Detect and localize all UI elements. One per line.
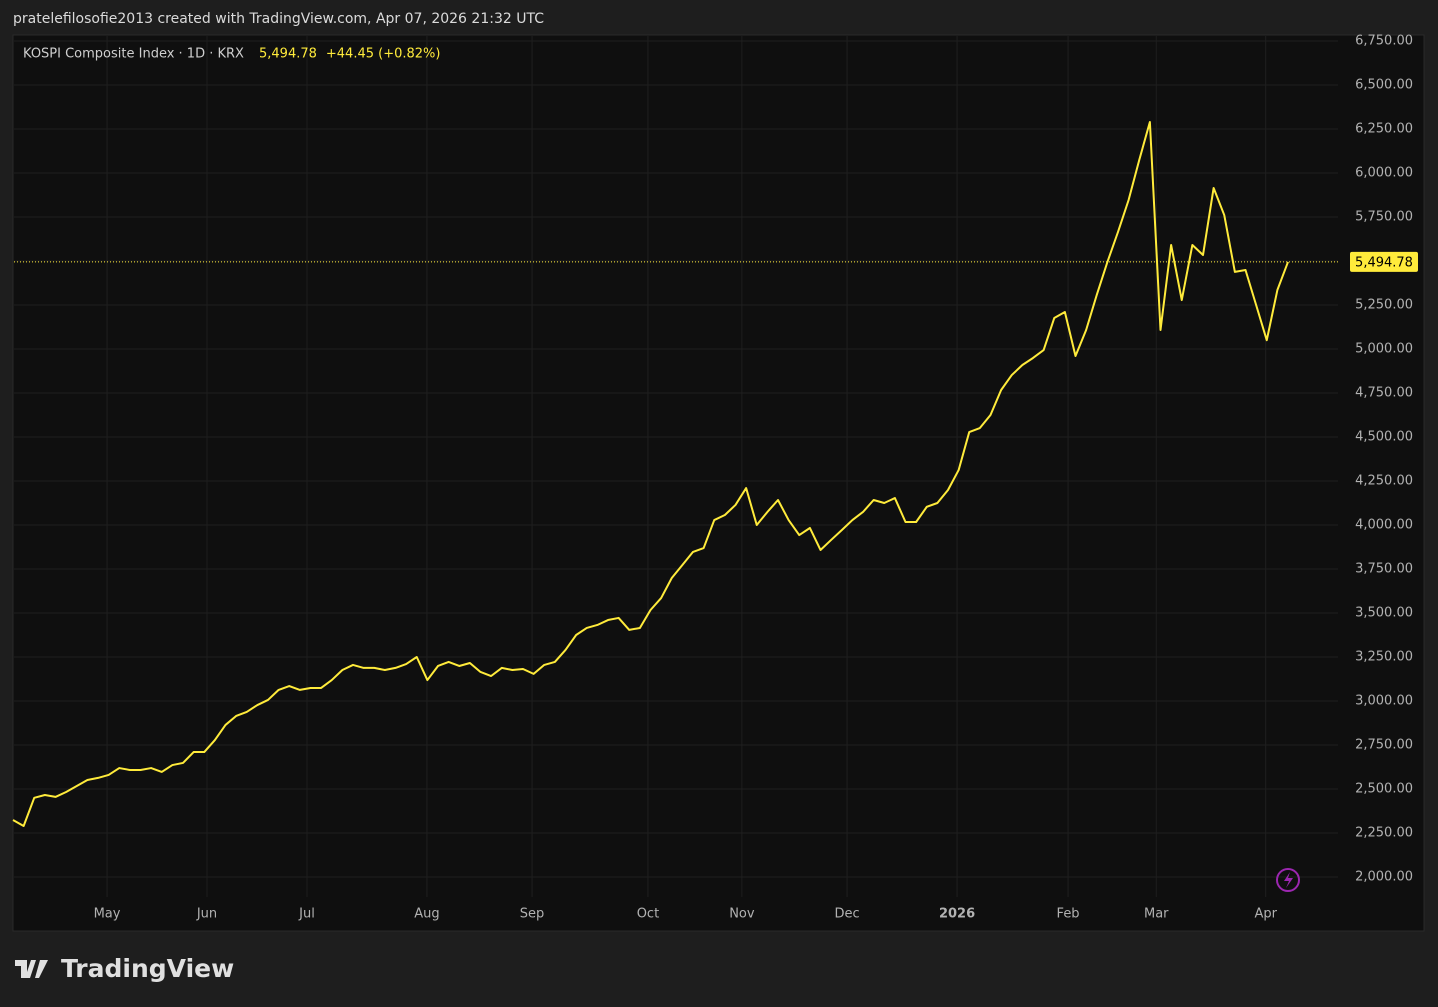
x-tick-label: Aug — [414, 907, 439, 922]
y-tick-label: 4,750.00 — [1355, 386, 1413, 401]
logo-mark — [15, 960, 48, 978]
y-tick-label: 5,250.00 — [1355, 298, 1413, 313]
y-tick-label: 2,750.00 — [1355, 738, 1413, 753]
y-tick-label: 5,750.00 — [1355, 210, 1413, 225]
y-tick-label: 6,750.00 — [1355, 34, 1413, 49]
x-tick-label: Dec — [834, 907, 859, 922]
x-tick-label: Oct — [637, 907, 659, 922]
y-tick-label: 4,250.00 — [1355, 474, 1413, 489]
chart-panel — [12, 34, 1425, 932]
header: pratelefilosofie2013 created with Tradin… — [13, 11, 544, 27]
x-tick-label: Mar — [1144, 907, 1169, 922]
grid: 2,000.00 2,250.00 2,500.00 2,750.00 3,000.00… — [14, 34, 1413, 922]
x-tick-label: Jun — [196, 907, 217, 922]
y-tick-label: 3,750.00 — [1355, 562, 1413, 577]
legend-price: 5,494.78 — [259, 47, 317, 62]
y-tick-label: 6,000.00 — [1355, 166, 1413, 181]
x-tick-label: Nov — [729, 907, 755, 922]
symbol: KOSPI Composite Index · 1D · KRX — [23, 47, 244, 62]
price-line — [12, 120, 1289, 827]
y-tick-label: 4,000.00 — [1355, 518, 1413, 533]
x-tick-label: 2026 — [939, 907, 975, 922]
x-tick-label: Feb — [1057, 907, 1080, 922]
y-tick-label: 2,250.00 — [1355, 826, 1413, 841]
last-price-box — [1350, 251, 1418, 272]
x-tick-label: May — [94, 907, 121, 922]
last-price-label: 5,494.78 — [1355, 255, 1413, 270]
plot: 5,494.78 — [12, 120, 1418, 827]
y-tick-label: 6,500.00 — [1355, 78, 1413, 93]
y-tick-label: 3,000.00 — [1355, 694, 1413, 709]
y-tick-label: 2,000.00 — [1355, 870, 1413, 885]
x-tick-label: Apr — [1254, 907, 1277, 922]
y-tick-label: 6,250.00 — [1355, 122, 1413, 137]
logo-text: TradingView — [61, 954, 234, 983]
y-tick-label: 3,500.00 — [1355, 606, 1413, 621]
x-tick-label: Sep — [520, 907, 545, 922]
y-tick-label: 5,000.00 — [1355, 342, 1413, 357]
y-tick-label: 3,250.00 — [1355, 650, 1413, 665]
x-tick-label: Jul — [298, 907, 315, 922]
y-tick-label: 4,500.00 — [1355, 430, 1413, 445]
y-tick-label: 2,500.00 — [1355, 782, 1413, 797]
legend-change: +44.45 (+0.82%) — [326, 47, 441, 62]
alert-bolt — [1284, 872, 1293, 888]
logo: TradingView — [15, 954, 234, 983]
alert-icon[interactable] — [1276, 868, 1300, 892]
